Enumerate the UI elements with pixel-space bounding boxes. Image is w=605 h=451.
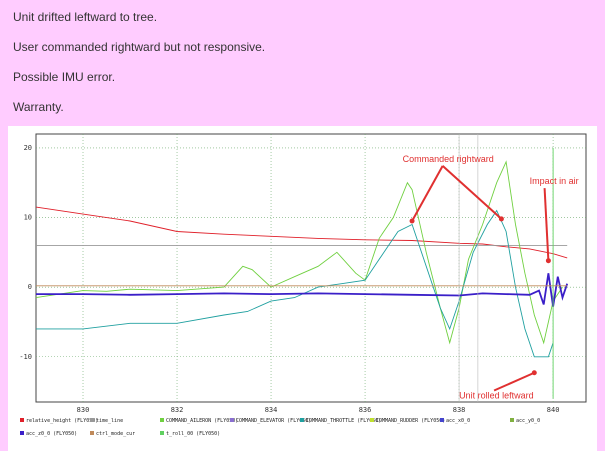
note-4: Warranty.: [13, 100, 64, 114]
legend-label: relative_height (FLY050): [26, 418, 98, 424]
y-tick-label: 10: [24, 214, 32, 222]
x-tick-label: 840: [547, 406, 560, 414]
annotation-arrow: [411, 165, 444, 222]
legend-swatch: [440, 418, 444, 422]
annotation-label: Unit rolled leftward: [459, 391, 534, 401]
annotation-arrow: [441, 165, 503, 220]
legend-label: acc_z0_0 (FLY050): [26, 431, 77, 437]
annotation-arrow: [543, 188, 550, 261]
legend-swatch: [160, 431, 164, 435]
legend-label: time_line: [96, 418, 123, 424]
legend-label: acc_y0_0: [516, 418, 540, 424]
y-tick-label: 20: [24, 144, 32, 152]
legend-label: COMMAND_AILERON (FLY050): [166, 418, 238, 424]
annotation-label: Impact in air: [530, 176, 579, 186]
x-tick-label: 834: [265, 406, 278, 414]
line-chart: 20 10 0 -10 830 832 834 836 838 840 Commanded righ…: [19, 133, 587, 437]
legend-swatch: [90, 431, 94, 435]
series-line: [35, 206, 568, 259]
series-line: [36, 273, 569, 307]
legend-swatch: [300, 418, 304, 422]
x-tick-label: 830: [77, 406, 90, 414]
annotation-label: Commanded rightward: [403, 154, 494, 164]
annotation-arrowhead: [545, 258, 551, 264]
chart-panel: 20 10 0 -10 830 832 834 836 838 840 Commanded righ…: [8, 126, 597, 451]
x-tick-label: 832: [171, 406, 184, 414]
legend-label: COMMAND_RUDDER (FLY050): [376, 418, 445, 424]
annotation-arrowhead: [531, 370, 537, 376]
note-2: User commanded rightward but not respons…: [13, 40, 266, 54]
legend-label: COMMAND_ELEVATOR (FLY050): [236, 418, 311, 424]
legend-swatch: [160, 418, 164, 422]
plot-area: [35, 133, 587, 403]
legend-swatch: [510, 418, 514, 422]
series-line: [35, 160, 563, 345]
legend-swatch: [370, 418, 374, 422]
legend-swatch: [20, 418, 24, 422]
x-tick-label: 838: [453, 406, 466, 414]
legend-swatch: [90, 418, 94, 422]
x-tick-label: 836: [359, 406, 372, 414]
legend-swatch: [20, 431, 24, 435]
note-3: Possible IMU error.: [13, 70, 116, 84]
y-tick-label: 0: [28, 283, 32, 291]
legend-swatch: [230, 418, 234, 422]
annotation-arrowhead: [498, 216, 504, 222]
legend-label: COMMAND_THROTTLE (FLY050): [306, 418, 381, 424]
annotation-arrow: [493, 371, 535, 392]
legend-label: acc_x0_0: [446, 418, 470, 424]
y-tick-label: -10: [19, 353, 32, 361]
legend-label: ctrl_mode_cur: [96, 431, 135, 437]
series-line: [36, 209, 554, 358]
legend-label: t_roll_00 (FLY050): [166, 431, 220, 437]
annotation-arrowhead: [409, 218, 415, 224]
note-1: Unit drifted leftward to tree.: [13, 10, 158, 24]
